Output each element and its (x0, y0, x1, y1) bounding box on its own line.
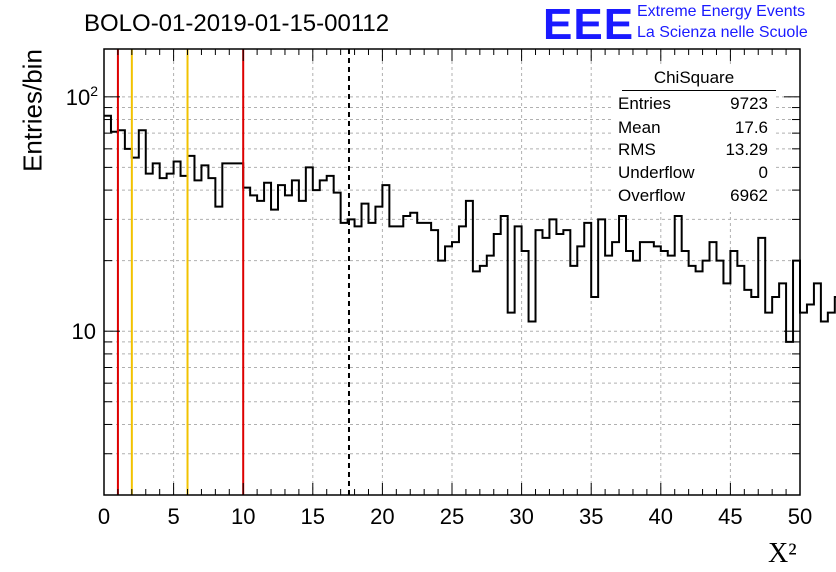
stats-value: 9723 (730, 94, 768, 113)
x-tick-label: 15 (301, 504, 325, 529)
x-axis-label: X² (768, 538, 797, 569)
x-tick-label: 35 (579, 504, 603, 529)
x-tick-label: 40 (649, 504, 673, 529)
x-tick-label: 50 (788, 504, 812, 529)
y-tick-label: 10 (72, 319, 96, 344)
stats-value: 6962 (730, 186, 768, 205)
stats-key: Underflow (618, 163, 695, 182)
histogram-series (104, 114, 836, 343)
logo-line-2: La Scienza nelle Scuole (637, 24, 808, 41)
stats-value: 13.29 (725, 140, 768, 159)
x-tick-label: 30 (509, 504, 533, 529)
eee-logo: EEE (543, 0, 635, 49)
x-tick-label: 45 (718, 504, 742, 529)
stats-title: ChiSquare (653, 68, 735, 87)
stats-key: RMS (618, 140, 656, 159)
x-tick-label: 10 (231, 504, 255, 529)
stats-divider (622, 90, 776, 91)
y-tick-label: 102 (66, 83, 98, 110)
y-axis-label: Entries/bin (17, 49, 48, 172)
logo-line-1: Extreme Energy Events (637, 3, 806, 20)
stats-key: Mean (618, 118, 661, 137)
stats-key: Entries (618, 94, 671, 113)
stats-value: 17.6 (734, 118, 768, 137)
chart-title: BOLO-01-2019-01-15-00112 (84, 10, 390, 37)
x-tick-label: 5 (167, 504, 179, 529)
stats-box: ChiSquare Entries 9723 Mean 17.6 RMS 13.… (612, 64, 776, 212)
x-tick-label: 25 (440, 504, 464, 529)
x-tick-label: 0 (98, 504, 110, 529)
stats-key: Overflow (618, 186, 686, 205)
x-tick-label: 20 (370, 504, 394, 529)
stats-value: 0 (758, 163, 768, 182)
